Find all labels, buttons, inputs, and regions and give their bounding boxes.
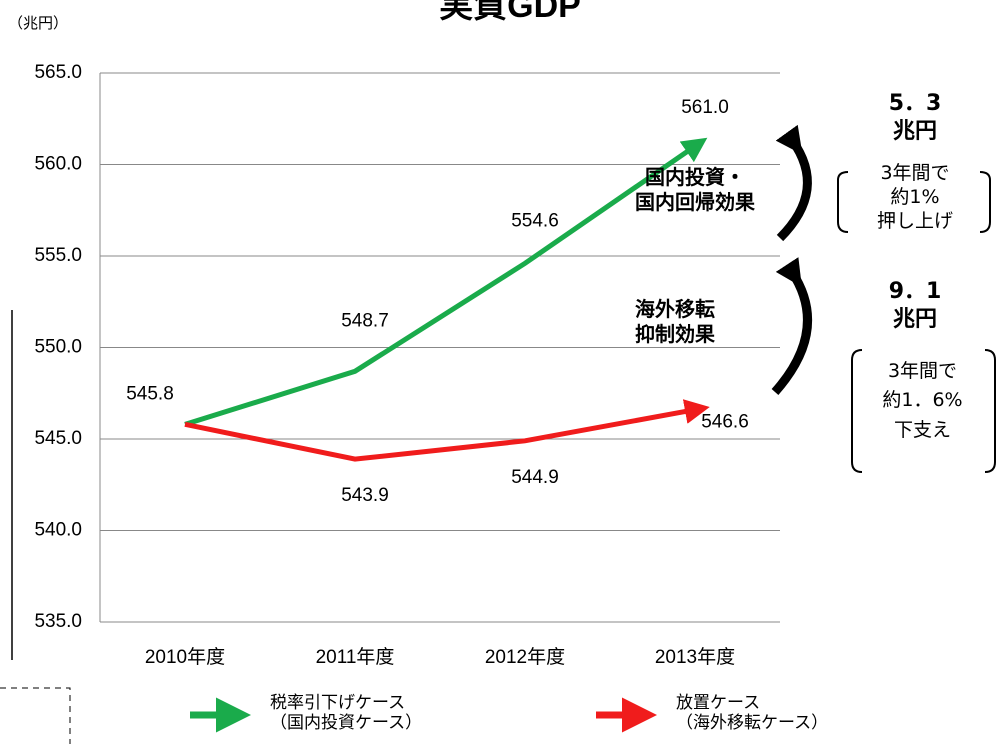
annotation: 国内投資・ 国内回帰効果 xyxy=(635,165,755,214)
dashed-box xyxy=(0,687,71,744)
x-tick-label: 2010年度 xyxy=(145,646,225,668)
bracket xyxy=(979,171,991,233)
unit-label: （兆円） xyxy=(8,15,68,32)
x-tick-label: 2013年度 xyxy=(655,646,735,668)
y-tick-label: 565.0 xyxy=(34,62,82,83)
y-tick-label: 545.0 xyxy=(34,428,82,449)
annotation: 5．3 兆円 xyxy=(888,91,942,144)
legend-label: 税率引下げケース （国内投資ケース） xyxy=(270,693,423,734)
chart-title: 実質GDP xyxy=(439,0,581,25)
bracket xyxy=(837,171,849,233)
y-tick-label: 535.0 xyxy=(34,611,82,632)
data-label: 544.9 xyxy=(511,467,559,488)
bracket xyxy=(851,349,863,473)
bracket xyxy=(984,349,996,473)
x-tick-label: 2012年度 xyxy=(485,646,565,668)
data-label: 561.0 xyxy=(681,97,729,118)
series-line xyxy=(184,137,708,427)
data-label: 548.7 xyxy=(341,310,389,331)
data-label: 545.8 xyxy=(126,383,174,404)
data-label: 554.6 xyxy=(511,210,559,231)
y-tick-label: 540.0 xyxy=(34,520,82,541)
series-line xyxy=(184,399,710,462)
effect-arrow xyxy=(775,124,812,242)
data-label: 543.9 xyxy=(341,485,389,506)
annotation: 9．1 兆円 xyxy=(888,279,942,332)
annotation: 3年間で 約1% 押し上げ xyxy=(876,162,953,232)
y-tick-label: 555.0 xyxy=(34,245,82,266)
y-tick-label: 560.0 xyxy=(34,154,82,175)
y-tick-label: 550.0 xyxy=(34,337,82,358)
annotation: 3年間で 約1．6% 下支え xyxy=(882,360,963,441)
legend-label: 放置ケース （海外移転ケース） xyxy=(676,693,829,734)
annotation: 海外移転 抑制効果 xyxy=(635,297,715,346)
data-label: 546.6 xyxy=(701,412,749,433)
x-tick-label: 2011年度 xyxy=(316,646,395,668)
effect-arrow xyxy=(771,257,813,395)
